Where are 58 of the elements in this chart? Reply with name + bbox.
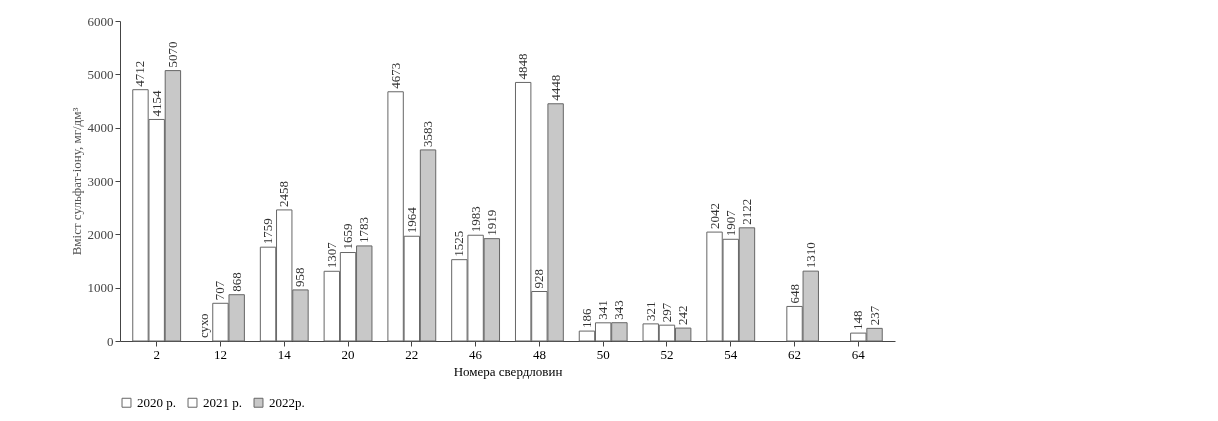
data-label: 1659: [340, 223, 356, 250]
data-label: 707: [212, 280, 228, 301]
y-tick-label: 5000: [87, 66, 114, 82]
legend-label: 2020 р.: [137, 394, 176, 410]
x-tick-label: 22: [405, 346, 419, 362]
data-label: 4448: [547, 74, 563, 101]
x-tick-label: 20: [341, 346, 355, 362]
data-label: 2458: [276, 180, 292, 207]
x-tick-label: 54: [724, 346, 738, 362]
x-tick-label: 2: [153, 346, 160, 362]
data-label: 1983: [467, 206, 483, 233]
data-label: 321: [642, 301, 658, 321]
data-label: 148: [850, 310, 866, 331]
y-tick-label: 1000: [87, 280, 114, 296]
data-label: 1919: [483, 209, 499, 236]
data-label: 1964: [403, 206, 419, 234]
data-label: 4848: [515, 53, 531, 80]
data-label: 3583: [420, 120, 436, 147]
data-label: 2042: [706, 203, 722, 230]
data-label: 868: [228, 272, 244, 292]
data-label: 1525: [451, 230, 467, 257]
data-label: 648: [786, 283, 802, 304]
x-tick-label: 48: [532, 346, 546, 362]
data-label: 4673: [387, 62, 403, 89]
data-label: 1310: [802, 242, 818, 269]
data-label: 237: [866, 305, 882, 326]
data-label: 343: [611, 300, 627, 320]
data-label: 928: [531, 269, 547, 289]
data-label: 1759: [260, 218, 276, 245]
legend-label: 2021 р.: [203, 394, 242, 410]
x-tick-label: 52: [660, 346, 674, 362]
data-label: 2122: [738, 198, 754, 225]
y-tick-label: 3000: [87, 173, 114, 189]
y-tick-label: 2000: [87, 226, 114, 242]
x-tick-label: 64: [851, 346, 866, 362]
legend-label: 2022р.: [269, 394, 305, 410]
data-label: 242: [675, 305, 691, 326]
data-label: 958: [292, 267, 308, 287]
data-label: 4712: [132, 60, 148, 87]
data-label: 1907: [722, 209, 738, 237]
text: сухо: [196, 313, 212, 338]
data-label: 4154: [148, 89, 164, 117]
data-label: 297: [658, 302, 674, 323]
x-tick-label: 14: [277, 346, 292, 362]
y-axis-title: Вміст сульфат-іону, мг/дм³: [68, 107, 84, 256]
data-label: 186: [578, 308, 594, 329]
x-tick-label: 62: [788, 346, 802, 362]
y-tick-label: 6000: [87, 13, 114, 29]
y-tick-label: 0: [107, 333, 114, 349]
data-label: 1307: [323, 241, 339, 269]
x-tick-label: 12: [213, 346, 227, 362]
x-axis-title: Номера свердловин: [453, 363, 563, 379]
x-tick-label: 50: [596, 346, 610, 362]
x-tick-label: 46: [469, 346, 483, 362]
data-label: 1783: [356, 216, 372, 243]
y-tick-label: 4000: [87, 120, 114, 136]
data-label: 341: [595, 300, 611, 320]
data-label: 5070: [164, 41, 180, 68]
